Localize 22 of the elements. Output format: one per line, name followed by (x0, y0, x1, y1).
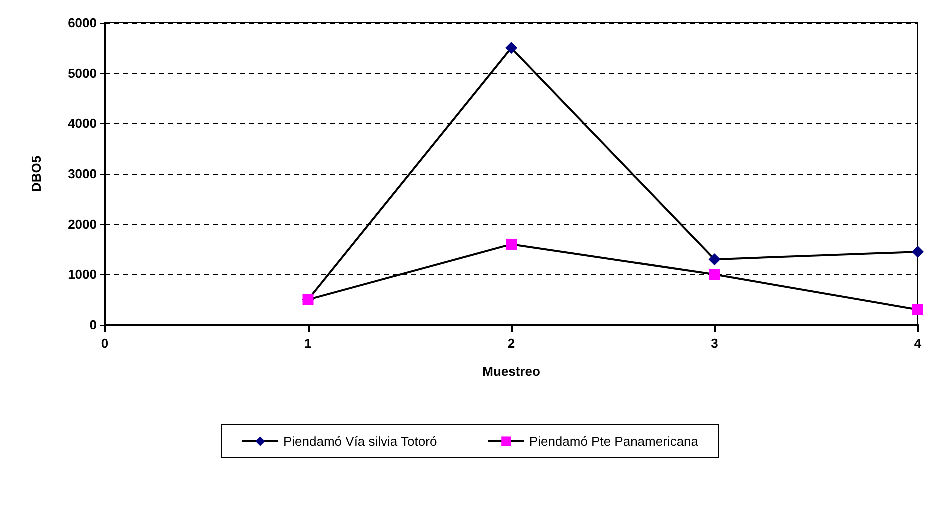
y-tick-label: 6000 (68, 16, 97, 30)
x-tick-label: 1 (304, 336, 312, 351)
x-tick-label: 0 (101, 336, 109, 351)
point (506, 238, 517, 250)
point (709, 269, 720, 280)
point (912, 304, 924, 316)
y-tick-label: 0 (90, 318, 97, 332)
x-tick-label: 2 (508, 336, 516, 351)
y-tick-label: 5000 (68, 66, 97, 81)
point (708, 254, 721, 266)
y-tick-label: 1000 (68, 267, 97, 282)
y-axis-title: DBO5 (29, 156, 44, 192)
y-tick-label: 3000 (68, 166, 97, 182)
y-tick-label: 4000 (68, 116, 97, 132)
y-tick-label: 2000 (68, 216, 97, 232)
x-tick-label: 3 (711, 336, 718, 351)
point (506, 42, 518, 54)
point (912, 246, 924, 258)
x-axis-title: Muestreo (482, 364, 540, 379)
legend-label: Piendamó Vía silvia Totoró (283, 434, 438, 449)
x-tick-label: 4 (914, 336, 922, 351)
legend-label: Piendamó Pte Panamericana (529, 434, 700, 449)
